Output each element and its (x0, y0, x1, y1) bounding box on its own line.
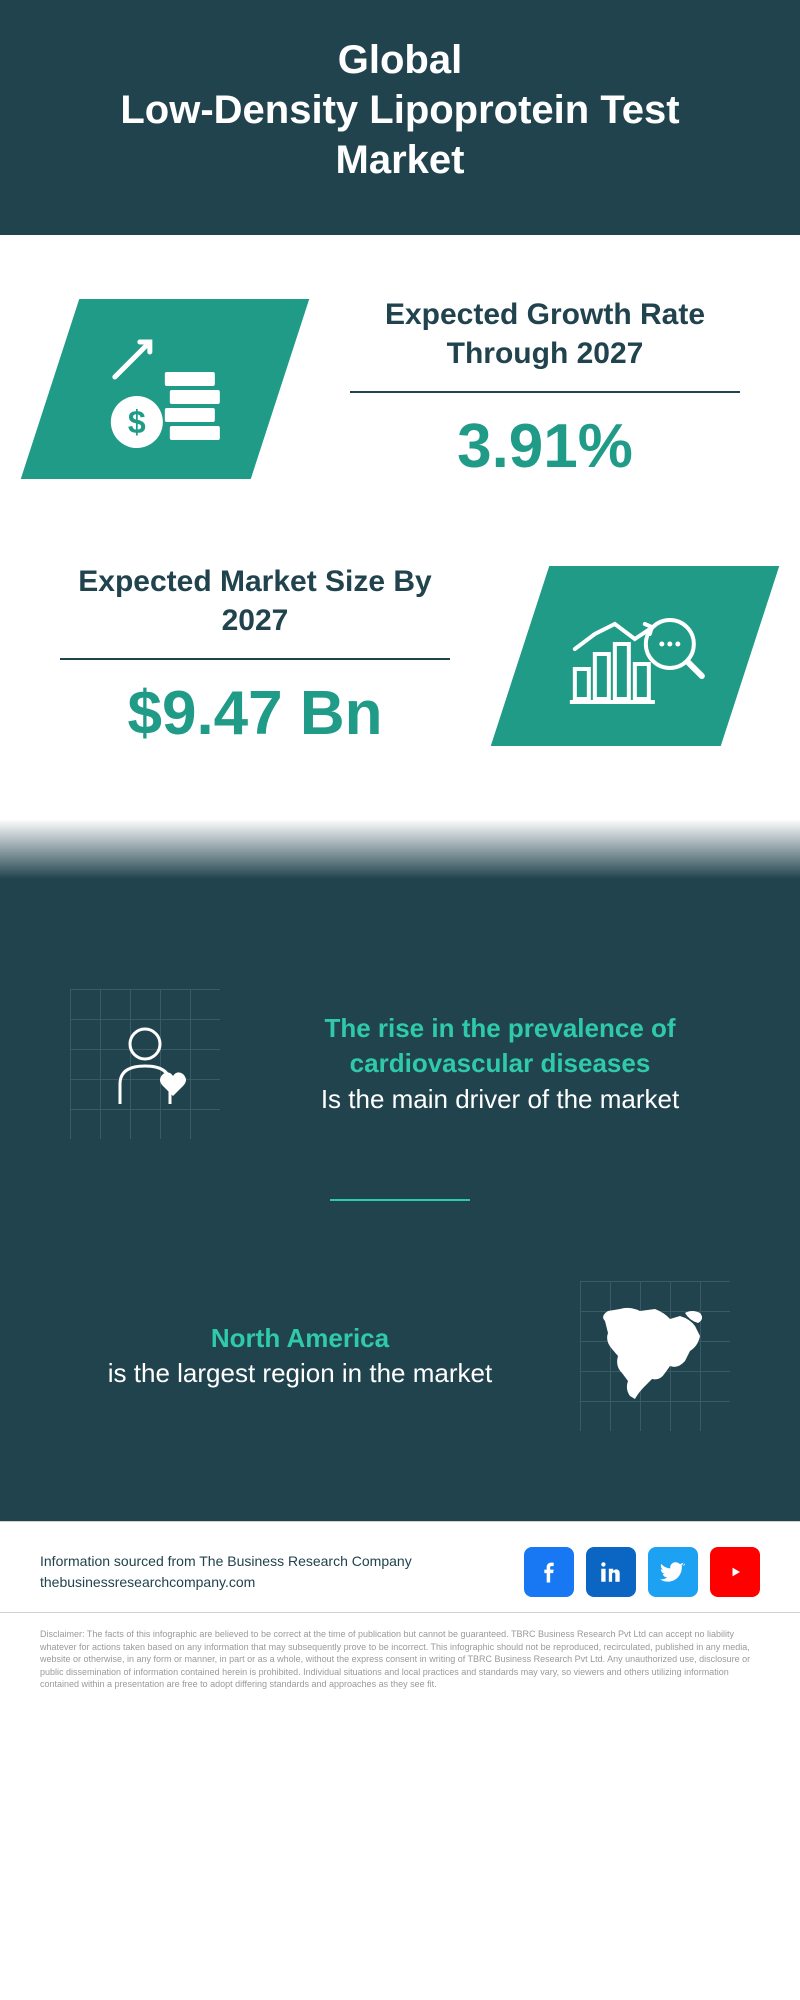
svg-text:$: $ (128, 403, 146, 439)
growth-rate-stat: Expected Growth Rate Through 2027 3.91% (340, 295, 750, 482)
money-growth-icon: $ (95, 321, 235, 456)
disclaimer: Disclaimer: The facts of this infographi… (0, 1612, 800, 1716)
footer-text: Information sourced from The Business Re… (40, 1551, 412, 1593)
source-url: thebusinessresearchcompany.com (40, 1572, 412, 1593)
growth-rate-value: 3.91% (340, 411, 750, 482)
growth-icon-container: $ (21, 299, 309, 479)
linkedin-icon[interactable] (586, 1547, 636, 1597)
social-icons (524, 1547, 760, 1597)
north-america-map-icon (580, 1281, 730, 1431)
region-highlight: North America (70, 1321, 530, 1356)
skyline-divider (0, 819, 800, 959)
section-divider (330, 1199, 470, 1201)
driver-text: The rise in the prevalence of cardiovasc… (270, 1011, 730, 1116)
region-plain: is the largest region in the market (70, 1356, 530, 1391)
source-line: Information sourced from The Business Re… (40, 1551, 412, 1572)
footer: Information sourced from The Business Re… (0, 1521, 800, 1612)
insights-section: The rise in the prevalence of cardiovasc… (0, 959, 800, 1521)
driver-plain: Is the main driver of the market (270, 1082, 730, 1117)
market-size-label: Expected Market Size By 2027 (50, 562, 460, 658)
twitter-icon[interactable] (648, 1547, 698, 1597)
person-heart-icon (70, 989, 220, 1139)
divider (60, 658, 450, 660)
driver-highlight: The rise in the prevalence of cardiovasc… (270, 1011, 730, 1081)
analytics-icon-container (491, 566, 779, 746)
growth-rate-section: $ Expected Growth Rate Through 2027 3.91… (0, 235, 800, 522)
youtube-icon[interactable] (710, 1547, 760, 1597)
facebook-icon[interactable] (524, 1547, 574, 1597)
driver-insight: The rise in the prevalence of cardiovasc… (50, 959, 750, 1169)
header: Global Low-Density Lipoprotein Test Mark… (0, 0, 800, 235)
market-size-stat: Expected Market Size By 2027 $9.47 Bn (50, 562, 460, 749)
market-size-value: $9.47 Bn (50, 678, 460, 749)
divider (350, 391, 740, 393)
analytics-icon (560, 593, 710, 718)
region-text: North America is the largest region in t… (70, 1321, 530, 1391)
growth-rate-label: Expected Growth Rate Through 2027 (340, 295, 750, 391)
market-size-section: Expected Market Size By 2027 $9.47 Bn (0, 522, 800, 819)
page-title: Global Low-Density Lipoprotein Test Mark… (40, 35, 760, 185)
region-insight: North America is the largest region in t… (50, 1251, 750, 1461)
